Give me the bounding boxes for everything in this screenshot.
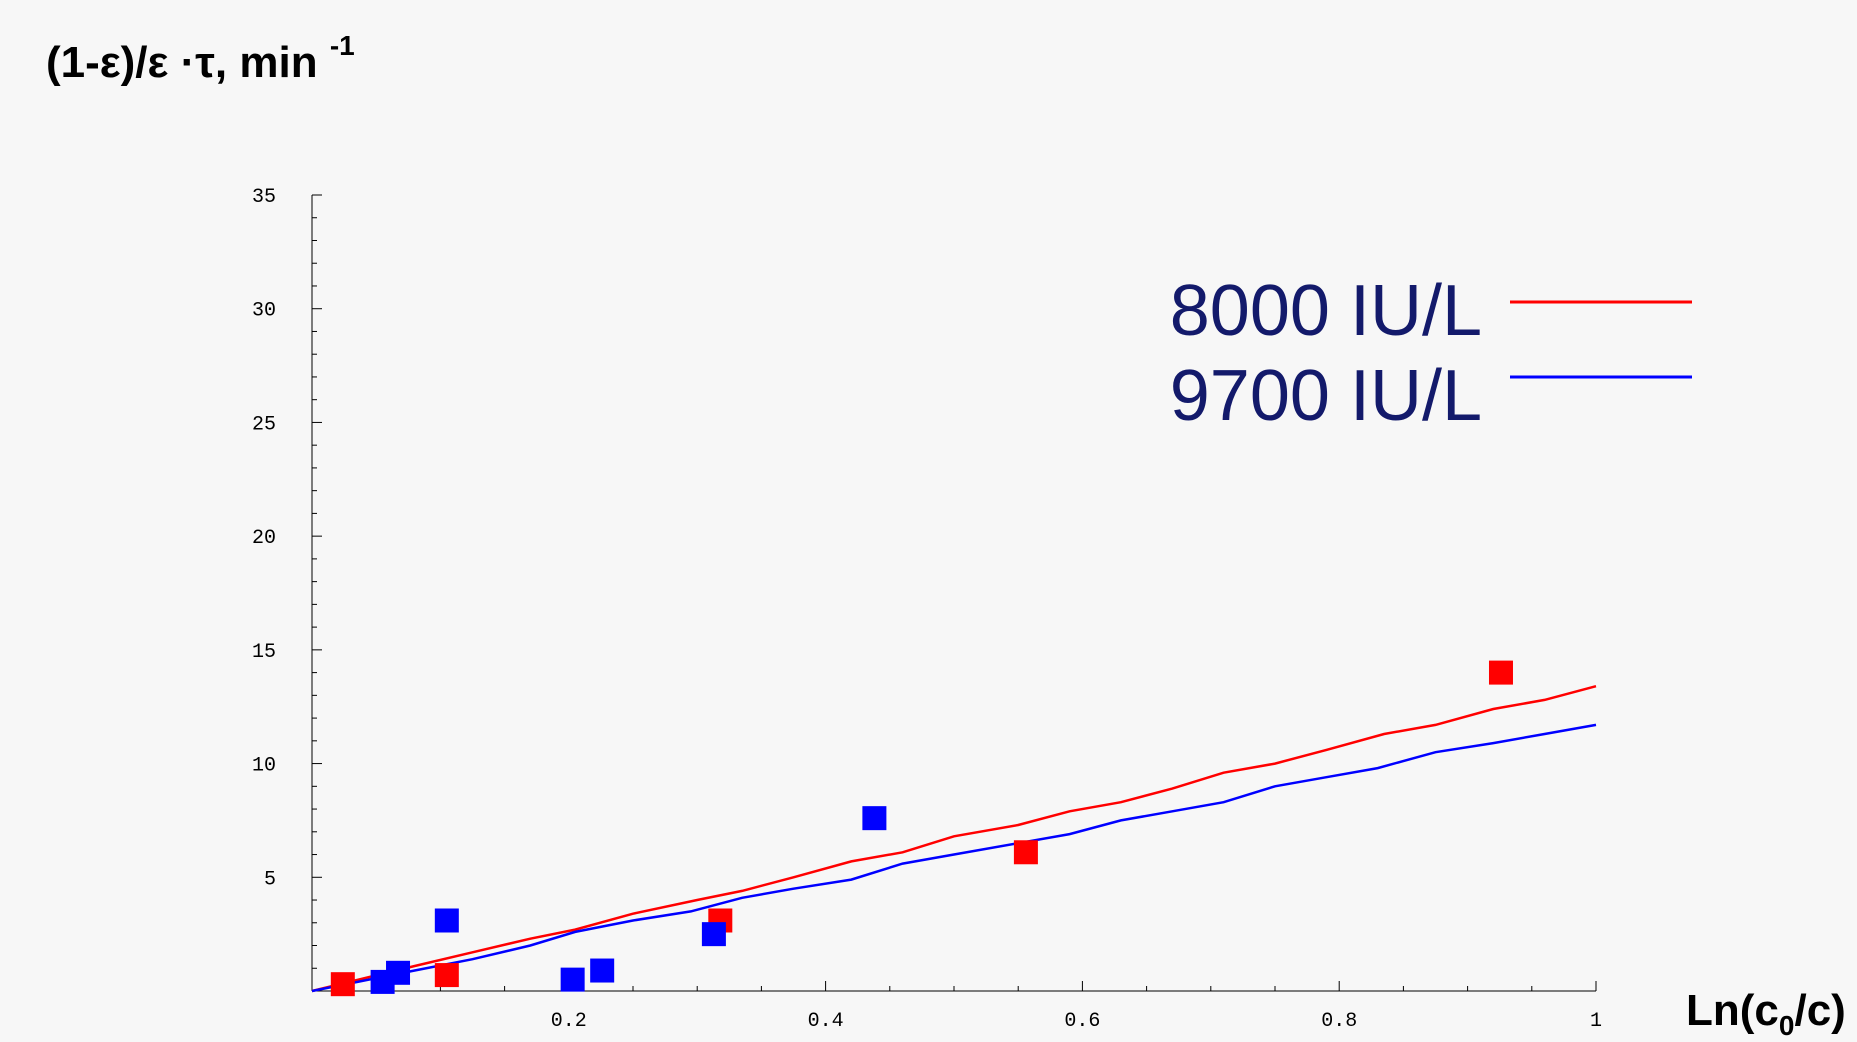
- x-tick-label: 0.2: [551, 1010, 587, 1033]
- data-point-series-2: [590, 958, 615, 983]
- y-tick-label: 10: [252, 755, 276, 778]
- data-point-series-1: [1488, 660, 1513, 685]
- y-tick-label: 15: [252, 641, 276, 664]
- legend-label: 8000 IU/L: [1170, 271, 1482, 351]
- x-tick-label: 1: [1590, 1010, 1602, 1033]
- legend-label: 9700 IU/L: [1170, 356, 1482, 436]
- data-point-series-2: [862, 806, 887, 831]
- y-tick-label: 25: [252, 413, 276, 436]
- x-tick-label: 0.8: [1321, 1010, 1357, 1033]
- x-tick-label: 0.6: [1064, 1010, 1100, 1033]
- y-axis-label: (1-ε)/ε ·τ, min -1: [46, 30, 355, 87]
- x-tick-label: 0.4: [808, 1010, 844, 1033]
- y-tick-label: 20: [252, 527, 276, 550]
- y-tick-label: 35: [252, 186, 276, 209]
- data-point-series-1: [434, 963, 459, 988]
- data-markers: [330, 660, 1513, 997]
- y-tick-label: 5: [264, 868, 276, 891]
- data-point-series-1: [330, 972, 355, 997]
- fit-line-series-1: [311, 684, 1597, 993]
- data-point-series-2: [560, 967, 585, 992]
- data-point-series-2: [386, 960, 411, 985]
- data-point-series-1: [1013, 840, 1038, 865]
- fit-lines: [311, 684, 1597, 993]
- data-point-series-2: [701, 922, 726, 947]
- data-point-series-2: [434, 908, 459, 933]
- x-axis-label: Ln(c0/c): [1686, 986, 1846, 1041]
- y-tick-label: 30: [252, 300, 276, 323]
- fit-line-series-2: [311, 723, 1597, 993]
